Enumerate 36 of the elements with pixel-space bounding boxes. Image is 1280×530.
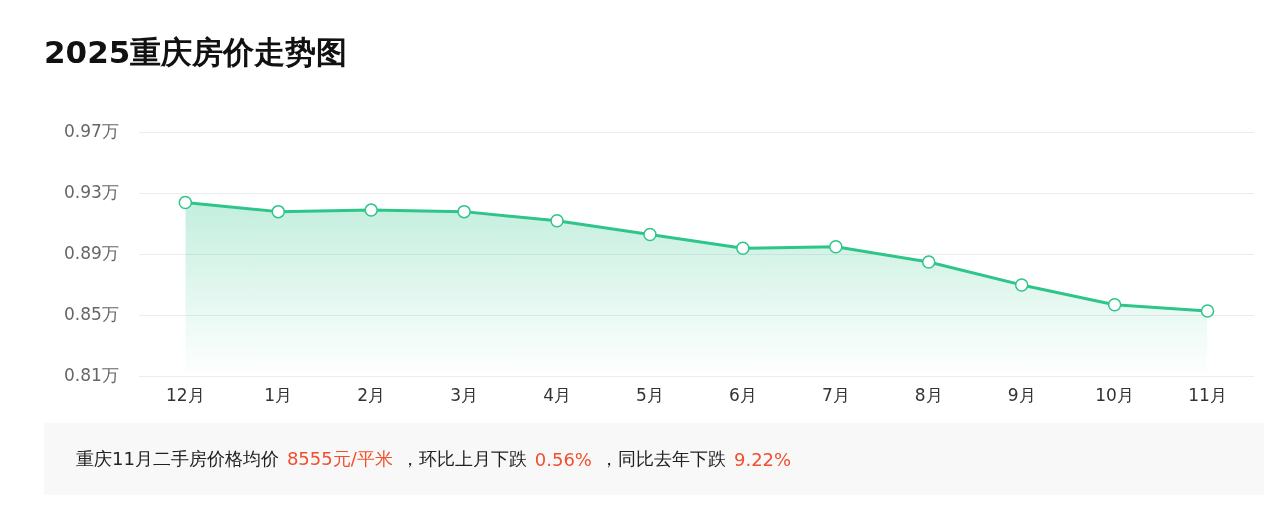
text: ，环比上月下跌	[400, 447, 527, 471]
y-tick-label: 0.97万	[63, 120, 119, 141]
x-tick-label: 3月	[450, 385, 479, 406]
text: ，同比去年下跌	[599, 447, 726, 471]
y-tick-label: 0.85万	[63, 303, 119, 324]
x-tick-label: 8月	[914, 385, 943, 406]
point	[457, 204, 471, 219]
text: 8555元/平米	[286, 447, 393, 471]
text: 0.56%	[534, 448, 592, 470]
x-tick-label: 7月	[821, 385, 850, 406]
y-tick-label: 0.81万	[63, 365, 119, 386]
point	[178, 195, 193, 210]
point	[922, 255, 936, 269]
point	[364, 203, 378, 217]
x-tick-label: 9月	[1007, 385, 1036, 406]
text: 重庆11月二手房价格均价	[76, 447, 279, 471]
x-tick-label: 6月	[728, 385, 757, 406]
text: 9.22%	[733, 448, 792, 470]
point	[550, 214, 564, 228]
point	[643, 227, 657, 242]
point	[1200, 304, 1215, 318]
chart-title: 2025重庆房价走势图	[44, 33, 349, 72]
y-tick-label: 0.93万	[63, 181, 119, 202]
point	[829, 240, 843, 254]
x-tick-label: 4月	[543, 385, 571, 406]
x-tick-label: 5月	[636, 385, 664, 406]
point	[1107, 298, 1122, 312]
x-tick-label: 10月	[1095, 385, 1134, 406]
point	[736, 241, 750, 256]
x-tick-label: 2月	[357, 385, 386, 406]
x-tick-label: 12月	[166, 385, 205, 406]
y-tick-label: 0.89万	[63, 242, 119, 263]
point	[271, 204, 285, 219]
x-tick-label: 11月	[1188, 385, 1227, 406]
x-tick-label: 1月	[264, 385, 293, 406]
point	[1014, 278, 1029, 292]
